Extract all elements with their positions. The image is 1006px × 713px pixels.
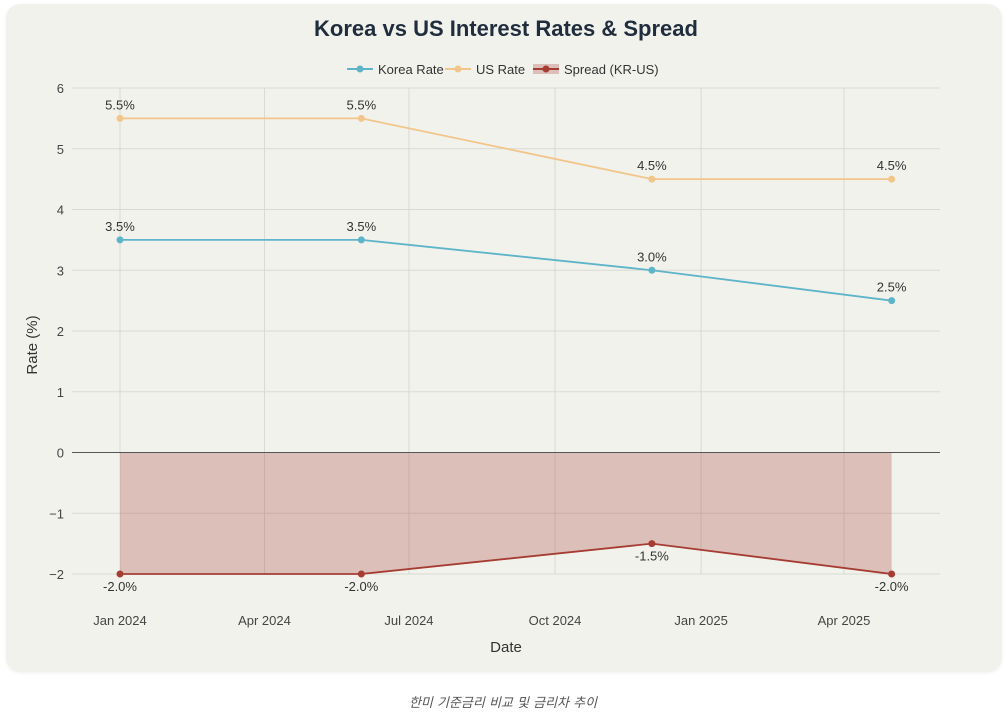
spread-kr-us-point (116, 570, 124, 578)
korea-rate-data-label: 3.5% (105, 219, 135, 234)
x-tick-label: Oct 2024 (529, 613, 582, 628)
us-rate-point (648, 175, 656, 183)
korea-rate-data-label: 2.5% (877, 280, 907, 295)
spread-kr-us-point (357, 570, 365, 578)
spread-kr-us-data-label: -2.0% (875, 579, 909, 594)
korea-rate-point (357, 236, 365, 244)
legend-marker (356, 65, 364, 73)
x-tick-label: Jul 2024 (384, 613, 433, 628)
spread-area (120, 452, 892, 574)
data-labels: 3.5% 3.5% 3.0% 2.5% 5.5% 5.5% 4.5% 4.5% -2.0% -2.… (103, 97, 909, 594)
y-tick-label: 4 (57, 203, 64, 218)
legend: Korea Rate US Rate Spread (KR-US) (347, 62, 659, 77)
chart-title: Korea vs US Interest Rates & Spread (314, 16, 698, 41)
y-tick-label: 5 (57, 142, 64, 157)
spread-kr-us-line (120, 542, 892, 575)
x-tick-label: Apr 2025 (818, 613, 871, 628)
korea-rate-point (116, 236, 124, 244)
axis-ticks: −2 −1 0 1 2 3 4 5 6 Jan 2024 Apr 2024 Jul 2024 Oct 2… (49, 81, 870, 628)
spread-kr-us-data-label: -2.0% (103, 579, 137, 594)
y-tick-label: −1 (49, 506, 64, 521)
legend-marker (542, 65, 550, 73)
y-tick-label: 2 (57, 324, 64, 339)
korea-rate-data-label: 3.5% (347, 219, 377, 234)
x-tick-label: Jan 2024 (93, 613, 147, 628)
x-tick-label: Apr 2024 (238, 613, 291, 628)
us-rate-data-label: 4.5% (877, 158, 907, 173)
us-rate-data-label: 5.5% (347, 97, 377, 112)
us-rate-line (120, 117, 892, 181)
y-tick-label: 3 (57, 263, 64, 278)
legend-label: US Rate (476, 62, 525, 77)
korea-rate-line (120, 238, 892, 302)
korea-rate-point (888, 297, 896, 305)
y-tick-label: 0 (57, 446, 64, 461)
spread-kr-us-point (888, 570, 896, 578)
us-rate-data-label: 5.5% (105, 97, 135, 112)
spread-kr-us-data-label: -1.5% (635, 549, 669, 564)
legend-label: Spread (KR-US) (564, 62, 659, 77)
spread-kr-us-point (648, 540, 656, 548)
korea-rate-point (648, 266, 656, 274)
y-tick-label: 1 (57, 385, 64, 400)
series-lines (120, 117, 892, 575)
y-tick-label: 6 (57, 81, 64, 96)
legend-item-us-rate: US Rate (445, 62, 525, 77)
us-rate-point (116, 114, 124, 122)
legend-item-spread-kr-us: Spread (KR-US) (533, 62, 659, 77)
legend-marker (454, 65, 462, 73)
data-points (116, 114, 896, 578)
y-tick-label: −2 (49, 567, 64, 582)
us-rate-point (888, 175, 896, 183)
spread-kr-us-area (120, 452, 892, 574)
korea-rate-data-label: 3.0% (637, 249, 667, 264)
chart-caption: 한미 기준금리 비교 및 금리차 추이 (408, 696, 598, 711)
y-axis-label: Rate (%) (24, 315, 41, 374)
x-tick-label: Jan 2025 (674, 613, 728, 628)
x-axis-label: Date (490, 639, 522, 656)
chart-card (6, 4, 1002, 672)
spread-kr-us-data-label: -2.0% (344, 579, 378, 594)
legend-label: Korea Rate (378, 62, 444, 77)
us-rate-data-label: 4.5% (637, 158, 667, 173)
legend-item-korea-rate: Korea Rate (347, 62, 444, 77)
us-rate-point (357, 114, 365, 122)
